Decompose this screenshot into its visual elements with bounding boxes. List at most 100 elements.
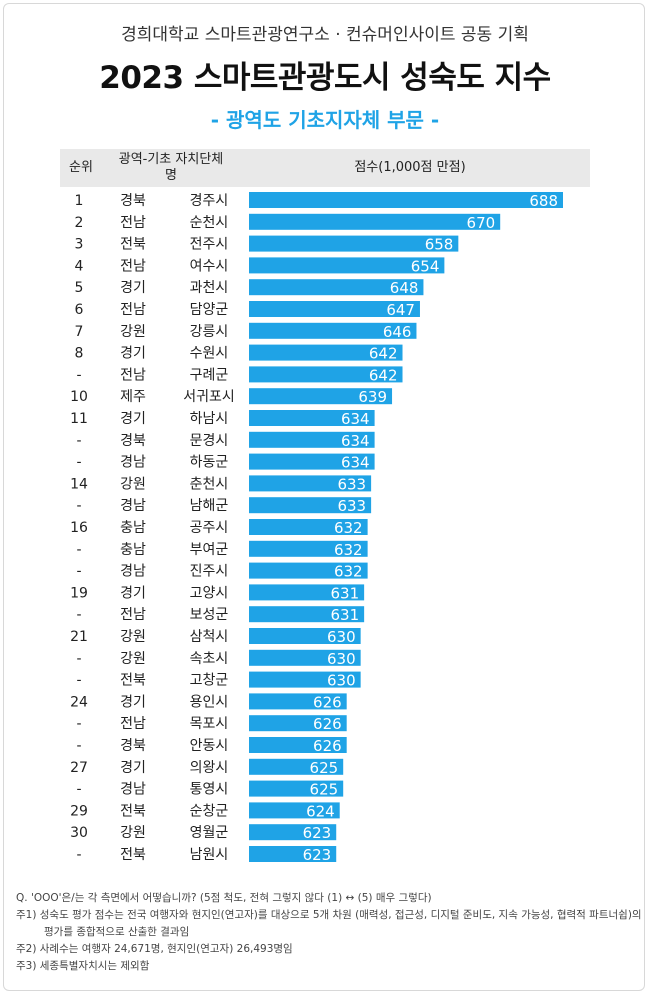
province-cell: 경북	[120, 433, 146, 449]
province-cell: 강원	[120, 651, 146, 667]
score-bar	[249, 192, 563, 208]
score-label: 647	[386, 301, 415, 319]
footnotes: Q. 'OOO'은/는 각 측면에서 어떻습니까? (5점 척도, 전혀 그렇지…	[16, 890, 642, 975]
rank-cell: 4	[75, 258, 84, 274]
score-bar	[249, 213, 501, 230]
province-cell: 전남	[120, 302, 146, 318]
city-cell: 남원시	[190, 847, 229, 863]
province-cell: 전남	[120, 716, 146, 732]
score-bar	[249, 431, 375, 448]
rank-cell: 29	[70, 803, 88, 819]
score-bar	[249, 475, 372, 492]
rank-cell: -	[76, 455, 81, 471]
rank-cell: -	[76, 673, 81, 689]
province-cell: 경기	[120, 760, 146, 776]
score-label: 634	[341, 454, 370, 472]
province-cell: 경기	[120, 411, 146, 427]
province-cell: 전북	[120, 803, 146, 819]
province-cell: 경남	[120, 455, 146, 471]
footnote-3: 주3) 세종특별자치시는 제외함	[16, 960, 150, 972]
rank-cell: -	[76, 651, 81, 667]
score-bar	[249, 257, 445, 274]
score-label: 625	[310, 759, 339, 777]
score-bar	[249, 235, 459, 252]
score-label: 670	[467, 214, 496, 232]
city-cell: 부여군	[190, 542, 229, 558]
province-cell: 전남	[120, 258, 146, 274]
province-cell: 전북	[120, 673, 146, 689]
province-cell: 강원	[120, 324, 146, 340]
section-title: - 광역도 기초지자체 부문 -	[210, 108, 440, 132]
province-cell: 강원	[120, 825, 146, 841]
rank-cell: 24	[70, 694, 88, 710]
score-bar	[249, 606, 365, 623]
province-cell: 경기	[120, 280, 146, 296]
score-label: 623	[303, 824, 332, 842]
score-label: 688	[529, 192, 558, 210]
score-bar	[249, 846, 337, 862]
rank-cell: 1	[75, 193, 84, 209]
score-bar	[249, 388, 393, 405]
score-label: 646	[383, 323, 412, 341]
rank-cell: -	[76, 607, 81, 623]
score-bar	[249, 715, 347, 732]
footnote-1: 주1) 성숙도 평가 점수는 전국 여행자와 현지인(연고자)를 대상으로 5개…	[16, 909, 642, 921]
score-bar	[249, 649, 361, 666]
rank-cell: 5	[75, 280, 84, 296]
city-cell: 안동시	[190, 738, 229, 754]
city-cell: 고창군	[190, 673, 229, 689]
rank-cell: 3	[75, 237, 84, 253]
score-label: 633	[337, 497, 366, 515]
score-bar	[249, 693, 347, 710]
score-bar	[249, 824, 337, 841]
score-label: 625	[310, 781, 339, 799]
city-cell: 고양시	[190, 585, 229, 601]
rank-cell: -	[76, 498, 81, 514]
score-bar	[249, 519, 368, 535]
rank-cell: 16	[70, 520, 88, 536]
score-label: 634	[341, 410, 370, 428]
score-label: 639	[358, 388, 387, 406]
score-label: 626	[313, 737, 342, 755]
score-label: 632	[334, 541, 363, 559]
city-cell: 문경시	[190, 433, 229, 449]
score-label: 658	[425, 236, 454, 254]
rank-column-header: 순위	[69, 160, 93, 175]
score-bar	[249, 802, 340, 819]
card-frame	[3, 3, 645, 991]
score-bar	[249, 584, 365, 601]
score-column-header: 점수(1,000점 만점)	[354, 160, 466, 175]
city-cell: 진주시	[190, 564, 229, 580]
province-cell: 경남	[120, 564, 146, 580]
rank-cell: 21	[70, 629, 88, 645]
score-bar	[249, 279, 424, 296]
city-cell: 서귀포시	[183, 389, 235, 405]
city-cell: 공주시	[190, 520, 229, 536]
score-label: 626	[313, 715, 342, 733]
score-label: 634	[341, 432, 370, 450]
rank-cell: 7	[75, 324, 84, 340]
table-header: 순위 광역-기초 자치단체 명 점수(1,000점 만점)	[60, 149, 590, 187]
score-bar	[249, 737, 347, 753]
rank-cell: 27	[70, 760, 88, 776]
rank-cell: -	[76, 564, 81, 580]
score-label: 630	[327, 672, 356, 690]
score-bar	[249, 322, 417, 339]
score-bar	[249, 453, 375, 470]
score-label: 632	[334, 563, 363, 581]
rank-cell: -	[76, 433, 81, 449]
province-cell: 경기	[120, 585, 146, 601]
score-bar	[249, 671, 361, 688]
score-bar	[249, 780, 344, 797]
rank-cell: -	[76, 847, 81, 863]
province-cell: 전북	[120, 237, 146, 253]
province-cell: 강원	[120, 629, 146, 645]
rank-cell: 11	[70, 411, 88, 427]
city-cell: 남해군	[190, 498, 229, 514]
city-cell: 하동군	[190, 455, 229, 471]
score-bar	[249, 410, 375, 426]
score-bar	[249, 366, 403, 383]
city-cell: 보성군	[190, 607, 229, 623]
province-cell: 충남	[120, 520, 146, 536]
